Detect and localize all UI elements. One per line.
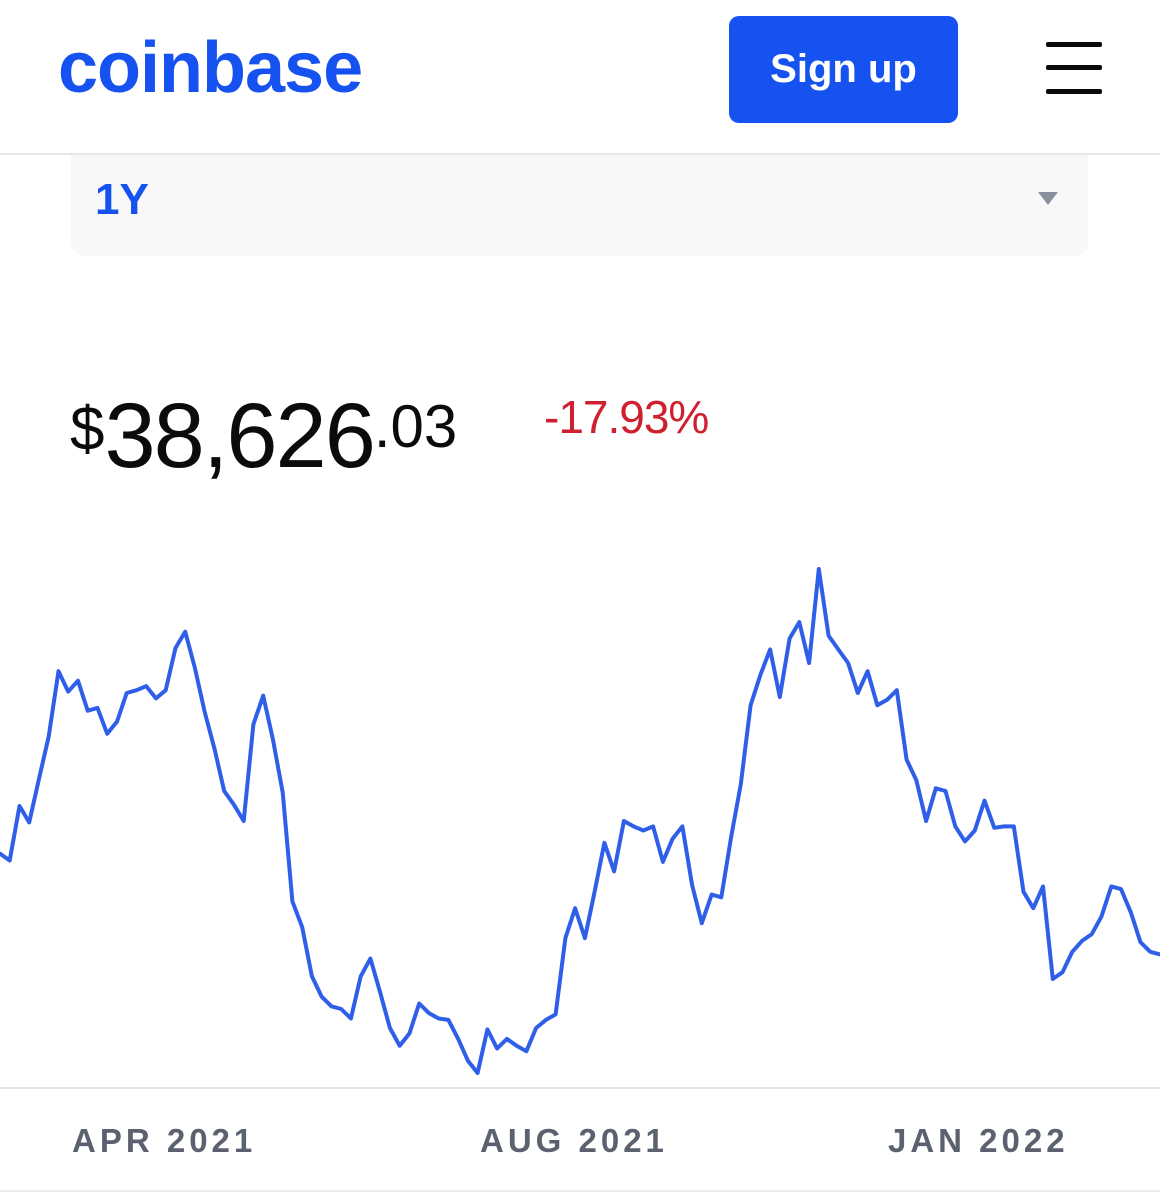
time-range-dropdown[interactable]: 1Y — [71, 155, 1088, 256]
price-whole-part: 38,626 — [104, 385, 375, 487]
x-axis-label-apr-2021: APR 2021 — [72, 1122, 257, 1159]
top-navigation-bar: coinbase Sign up — [0, 0, 1160, 155]
time-range-selected-value: 1Y — [95, 175, 149, 224]
triangle-down-icon — [1038, 192, 1058, 205]
current-price: $38,626.03 — [70, 384, 457, 489]
x-axis-label-jan-2022: JAN 2022 — [888, 1122, 1069, 1159]
price-series-line — [0, 567, 1160, 1075]
sign-up-button[interactable]: Sign up — [729, 16, 958, 123]
hamburger-menu-icon[interactable] — [1046, 40, 1102, 98]
bottom-divider — [0, 1190, 1160, 1192]
price-line-chart[interactable] — [0, 555, 1160, 1095]
price-decimal-part: .03 — [373, 393, 458, 460]
coinbase-logo[interactable]: coinbase — [58, 28, 363, 108]
chart-baseline — [0, 1087, 1160, 1089]
x-axis-label-aug-2021: AUG 2021 — [480, 1122, 668, 1159]
price-currency-symbol: $ — [70, 395, 105, 464]
price-change-percent: -17.93% — [544, 391, 709, 443]
